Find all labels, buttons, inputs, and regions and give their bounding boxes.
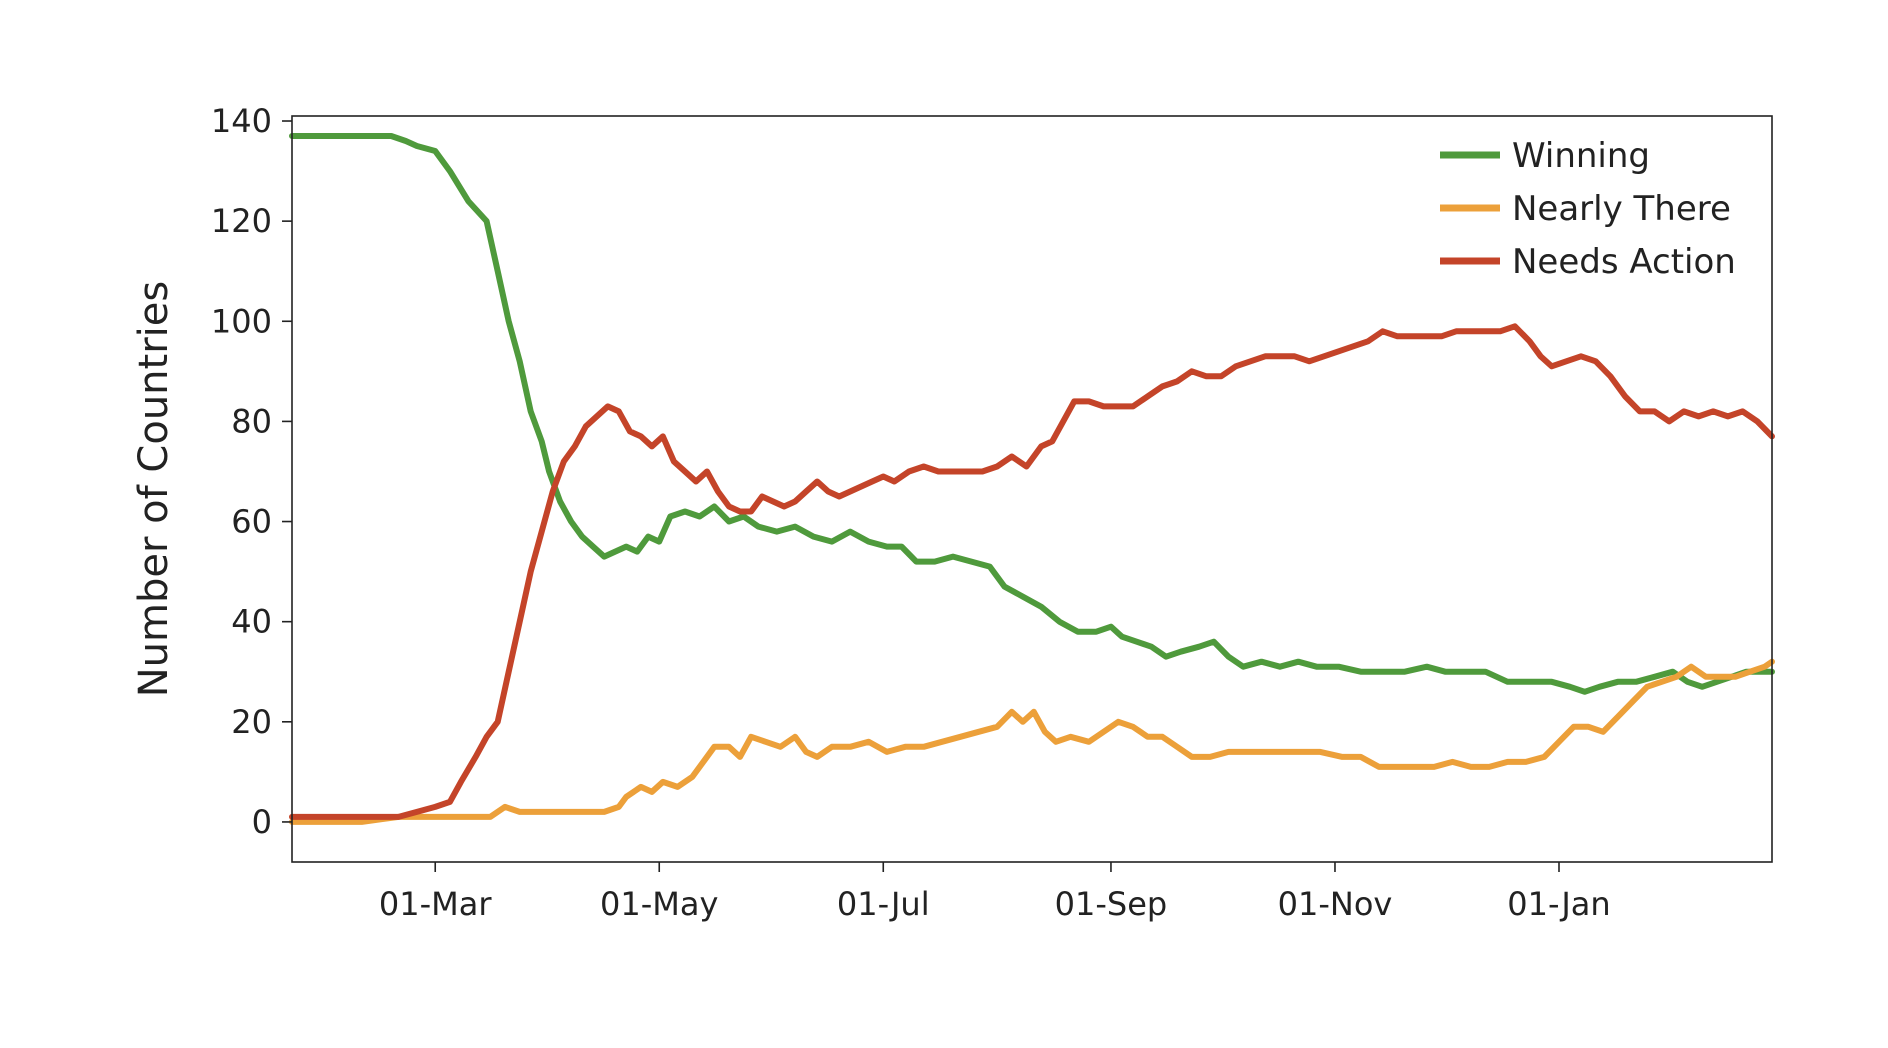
y-tick-label: 120	[211, 202, 272, 240]
legend-label: Needs Action	[1512, 242, 1736, 282]
legend-label: Nearly There	[1512, 189, 1731, 229]
y-axis-title: Number of Countries	[131, 281, 177, 697]
series-lines	[289, 133, 1775, 825]
y-tick-label: 140	[211, 102, 272, 140]
x-axis: 01-Mar 01-May 01-Jul 01-Sep 01-Nov 01-Jan	[379, 862, 1611, 923]
series-line-winning	[289, 133, 1775, 695]
legend: Winning Nearly There Needs Action	[1440, 136, 1736, 282]
x-tick-label: 01-May	[600, 885, 718, 923]
x-tick-label: 01-Sep	[1055, 885, 1168, 923]
series-line-needs-action	[289, 323, 1775, 820]
legend-label: Winning	[1512, 136, 1650, 176]
x-tick-label: 01-Jul	[837, 885, 930, 923]
y-axis: 0 20 40 60 80 100 120 140	[211, 102, 292, 841]
x-tick-label: 01-Mar	[379, 885, 492, 923]
y-tick-label: 60	[231, 503, 272, 541]
y-tick-label: 20	[231, 703, 272, 741]
plot-frame	[291, 115, 1773, 863]
y-tick-label: 0	[252, 803, 272, 841]
y-tick-label: 40	[231, 603, 272, 641]
x-tick-label: 01-Jan	[1507, 885, 1610, 923]
y-tick-label: 80	[231, 402, 272, 440]
x-tick-label: 01-Nov	[1278, 885, 1393, 923]
series-line-nearly-there	[289, 658, 1775, 825]
y-tick-label: 100	[211, 302, 272, 340]
